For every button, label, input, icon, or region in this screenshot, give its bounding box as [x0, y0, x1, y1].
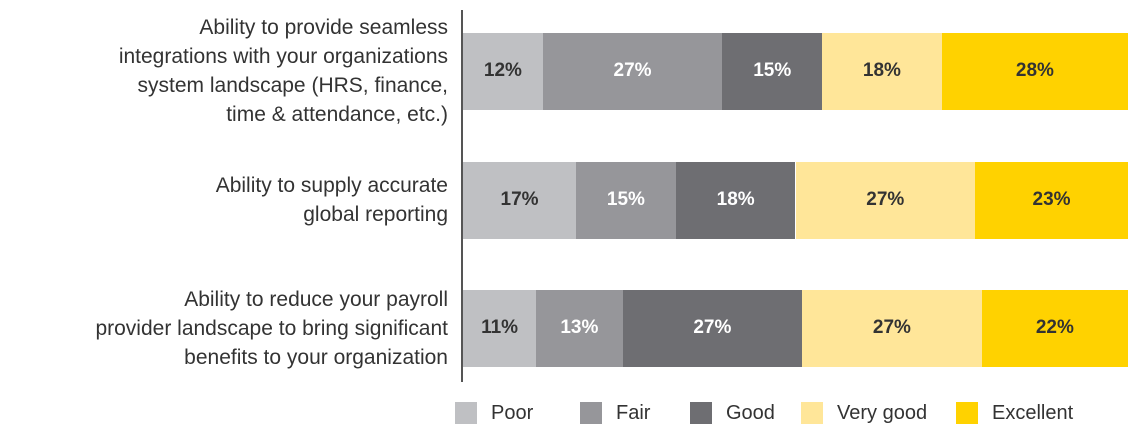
category-line: integrations with your organizations — [118, 45, 448, 68]
category-label: Ability to provide seamless integrations … — [119, 13, 448, 129]
value-label: 15% — [606, 189, 645, 210]
value-label: 28% — [1015, 60, 1054, 81]
bar-segment: 27% — [622, 289, 803, 367]
bar-segment: 22% — [981, 289, 1128, 367]
bar-segment: 18% — [822, 32, 942, 110]
value-label: 17% — [500, 189, 539, 210]
bar-segment: 11% — [463, 289, 537, 367]
bar-segment: 23% — [975, 161, 1128, 239]
category-line: benefits to your organization — [184, 345, 448, 369]
axis-line — [461, 10, 463, 382]
legend-label: Fair — [616, 401, 651, 424]
legend-swatch — [801, 402, 823, 424]
legend-swatch — [956, 402, 978, 424]
legend-label: Very good — [837, 401, 928, 424]
category-label: Ability to supply accurate global reporti… — [216, 171, 448, 229]
category-line: global reporting — [303, 203, 448, 226]
bar-segment: 27% — [795, 161, 976, 239]
value-label: 15% — [753, 60, 792, 81]
bar-segment: 13% — [536, 289, 623, 367]
legend-item: Very good — [801, 400, 927, 426]
legend-label: Excellent — [992, 401, 1074, 424]
bar-segment: 27% — [542, 32, 723, 110]
bar-segment: 15% — [576, 161, 676, 239]
bar-segment: 18% — [675, 161, 796, 239]
legend-item: Excellent — [956, 400, 1073, 426]
value-label: 27% — [613, 60, 652, 81]
category-line: Ability to provide seamless — [199, 16, 448, 39]
value-label: 27% — [866, 189, 905, 210]
legend-item: Fair — [580, 400, 650, 426]
value-label: 23% — [1032, 189, 1071, 210]
value-label: 27% — [693, 317, 732, 338]
category-line: Ability to reduce your payroll — [184, 287, 448, 311]
category-label: Ability to reduce your payroll provider l… — [95, 285, 448, 372]
value-label: 27% — [872, 317, 911, 338]
category-line: system landscape (HRS, finance, — [137, 74, 448, 97]
value-label: 22% — [1035, 317, 1074, 338]
legend-swatch — [455, 402, 477, 424]
value-label: 18% — [862, 60, 901, 81]
legend-item: Good — [690, 400, 775, 426]
bar-segment: 12% — [463, 32, 543, 110]
category-line: provider landscape to bring significant — [95, 316, 448, 340]
value-label: 11% — [481, 317, 519, 338]
legend-item: Poor — [455, 400, 533, 426]
bar-segment: 15% — [722, 32, 823, 110]
category-line: Ability to supply accurate — [215, 174, 448, 197]
bar-segment: 17% — [463, 161, 577, 239]
legend-label: Good — [726, 401, 775, 424]
value-label: 18% — [716, 189, 755, 210]
value-label: 13% — [560, 317, 599, 338]
bar-segment: 28% — [941, 32, 1128, 110]
legend-swatch — [690, 402, 712, 424]
value-label: 12% — [483, 60, 522, 81]
bar-segment: 27% — [802, 289, 982, 367]
legend-swatch — [580, 402, 602, 424]
category-line: time & attendance, etc.) — [226, 103, 448, 126]
legend-label: Poor — [491, 401, 534, 424]
